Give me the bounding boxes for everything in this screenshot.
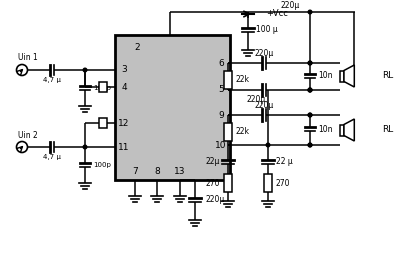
Text: 2: 2 — [134, 42, 140, 52]
Text: 270: 270 — [206, 179, 220, 187]
Circle shape — [226, 143, 230, 147]
Circle shape — [83, 68, 87, 72]
Polygon shape — [344, 119, 354, 141]
Text: 22k: 22k — [236, 75, 250, 85]
Text: 10n: 10n — [318, 125, 332, 135]
Circle shape — [226, 61, 230, 65]
Text: 100p: 100p — [93, 85, 111, 91]
Text: 220µ: 220µ — [205, 196, 224, 204]
Circle shape — [226, 88, 230, 92]
Text: 22 µ: 22 µ — [276, 157, 293, 167]
Text: 3: 3 — [121, 66, 127, 74]
Text: Uin 1: Uin 1 — [18, 54, 38, 62]
Text: RL: RL — [382, 125, 394, 135]
Text: 220µ: 220µ — [254, 49, 274, 57]
Text: 100p: 100p — [93, 162, 111, 168]
Bar — [340, 124, 344, 135]
Circle shape — [308, 143, 312, 147]
Text: 7: 7 — [132, 167, 138, 177]
Text: 22µ: 22µ — [206, 157, 220, 167]
Circle shape — [308, 61, 312, 65]
Text: 22k: 22k — [236, 128, 250, 136]
Text: 220µ: 220µ — [246, 96, 266, 104]
Text: RL: RL — [382, 71, 394, 81]
Circle shape — [308, 113, 312, 117]
Circle shape — [308, 113, 312, 117]
Text: +Vcc: +Vcc — [266, 8, 288, 18]
Text: 5: 5 — [218, 86, 224, 94]
Text: 220µ: 220µ — [254, 101, 274, 109]
Bar — [99, 118, 107, 128]
Text: 10: 10 — [215, 140, 227, 150]
Text: 13: 13 — [174, 167, 186, 177]
Text: 8: 8 — [154, 167, 160, 177]
Circle shape — [266, 143, 270, 147]
Circle shape — [308, 61, 312, 65]
Bar — [115, 35, 230, 180]
Text: Uin 2: Uin 2 — [18, 131, 38, 139]
Bar — [224, 174, 232, 192]
Circle shape — [308, 143, 312, 147]
Bar — [340, 71, 344, 82]
Text: 100 µ: 100 µ — [256, 25, 278, 35]
Text: 11: 11 — [118, 142, 130, 151]
Text: 220µ: 220µ — [280, 2, 300, 10]
Bar — [224, 71, 232, 89]
Bar — [224, 123, 232, 141]
Text: 6: 6 — [218, 58, 224, 68]
Circle shape — [308, 88, 312, 92]
Circle shape — [83, 145, 87, 149]
Text: 4: 4 — [121, 83, 127, 91]
Bar — [99, 82, 107, 92]
Circle shape — [308, 88, 312, 92]
Polygon shape — [344, 65, 354, 87]
Circle shape — [308, 10, 312, 14]
Text: 10n: 10n — [318, 71, 332, 81]
Circle shape — [308, 88, 312, 92]
Text: 270: 270 — [276, 179, 290, 187]
Bar — [264, 174, 272, 192]
Text: 9: 9 — [218, 110, 224, 119]
Text: 4,7 µ: 4,7 µ — [43, 77, 61, 83]
Circle shape — [226, 113, 230, 117]
Text: 4,7 µ: 4,7 µ — [43, 154, 61, 160]
Text: 12: 12 — [118, 119, 130, 128]
